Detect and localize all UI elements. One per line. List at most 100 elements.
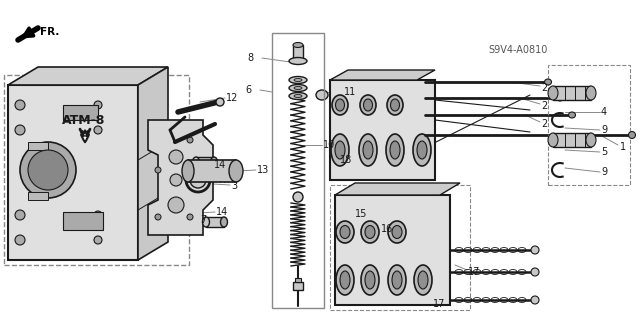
Ellipse shape [229,160,243,182]
Text: 12: 12 [226,93,238,103]
Ellipse shape [335,141,345,159]
Bar [188,160,236,182]
Polygon shape [8,67,168,85]
Ellipse shape [586,133,596,147]
Circle shape [15,100,25,110]
Bar [548,65,630,185]
Circle shape [15,235,25,245]
Bar [293,45,303,61]
Ellipse shape [361,265,379,295]
Bar [335,195,450,305]
Ellipse shape [331,134,349,166]
Circle shape [15,210,25,220]
Bar [8,85,138,260]
Circle shape [94,126,102,134]
Circle shape [28,150,68,190]
Circle shape [155,214,161,220]
Ellipse shape [388,221,406,243]
Circle shape [187,137,193,143]
Ellipse shape [336,265,354,295]
Ellipse shape [365,271,375,289]
Ellipse shape [365,226,375,238]
Ellipse shape [182,160,194,182]
Ellipse shape [548,133,558,147]
Ellipse shape [289,92,307,100]
Bar [330,80,435,180]
Ellipse shape [294,86,302,90]
Ellipse shape [418,271,428,289]
Ellipse shape [359,134,377,166]
Bar [553,86,591,100]
Text: 5: 5 [601,147,607,157]
Circle shape [168,197,184,213]
Circle shape [94,211,102,219]
Bar [293,282,303,290]
Bar [28,142,48,150]
Circle shape [170,174,182,186]
Ellipse shape [364,99,372,111]
Circle shape [20,142,76,198]
Ellipse shape [390,99,399,111]
Bar [330,185,470,310]
Circle shape [190,172,206,188]
Ellipse shape [414,265,432,295]
Polygon shape [335,183,460,195]
Circle shape [187,167,193,173]
Ellipse shape [294,78,302,82]
Ellipse shape [211,157,218,167]
Text: 2: 2 [541,101,547,111]
Ellipse shape [392,271,402,289]
Text: 2: 2 [541,83,547,93]
Ellipse shape [548,86,558,100]
Bar [295,278,301,282]
Text: FR.: FR. [40,27,60,37]
Text: 17: 17 [468,267,481,277]
Text: 10: 10 [323,140,335,150]
Ellipse shape [628,132,636,139]
Bar [63,212,103,230]
Text: 2: 2 [541,119,547,129]
Ellipse shape [289,58,307,65]
Ellipse shape [392,226,402,238]
Bar [63,105,98,120]
Bar [206,217,224,227]
Ellipse shape [413,134,431,166]
Ellipse shape [216,98,224,106]
Circle shape [531,268,539,276]
Ellipse shape [336,221,354,243]
Text: 9: 9 [601,167,607,177]
Circle shape [94,101,102,109]
Circle shape [94,236,102,244]
Ellipse shape [390,141,400,159]
Text: 18: 18 [340,155,352,165]
Polygon shape [138,67,168,260]
Text: 15: 15 [355,209,367,219]
Text: 17: 17 [433,299,445,309]
Circle shape [15,125,25,135]
Polygon shape [330,70,435,80]
Ellipse shape [332,95,348,115]
Ellipse shape [586,86,596,100]
Circle shape [531,296,539,304]
Ellipse shape [289,84,307,92]
Ellipse shape [568,112,575,118]
Circle shape [155,167,161,173]
Text: 3: 3 [231,181,237,191]
Text: 1: 1 [620,142,626,152]
Text: 16: 16 [381,224,393,234]
Text: S9V4-A0810: S9V4-A0810 [488,45,547,55]
Text: 8: 8 [248,53,254,63]
Ellipse shape [221,217,227,227]
Ellipse shape [202,217,209,227]
Text: 6: 6 [246,85,252,95]
Ellipse shape [417,141,427,159]
Bar [4,75,189,265]
Ellipse shape [335,99,344,111]
Circle shape [293,192,303,202]
Text: 4: 4 [601,107,607,117]
Ellipse shape [340,226,350,238]
Ellipse shape [293,43,303,47]
Text: 13: 13 [257,165,269,175]
Ellipse shape [360,95,376,115]
Text: ATM-8: ATM-8 [62,114,106,126]
